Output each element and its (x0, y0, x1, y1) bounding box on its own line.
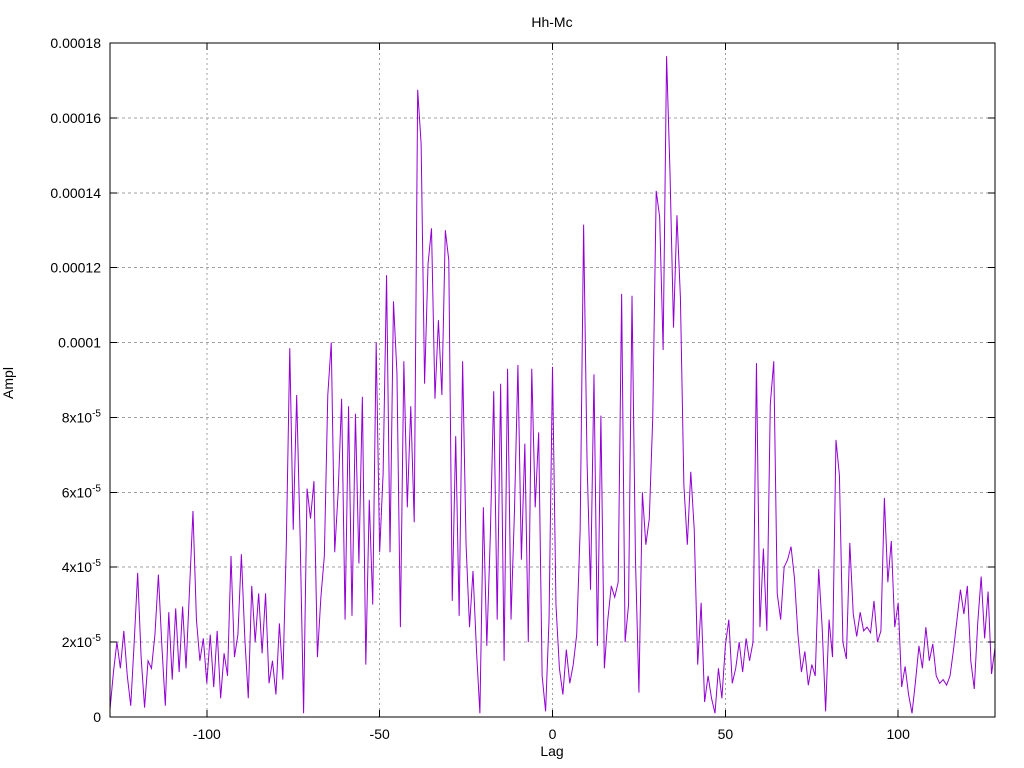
chart-title: Hh-Mc (531, 14, 572, 30)
x-tick-label: -50 (370, 726, 390, 742)
x-tick-labels: -100 -50 0 50 100 (193, 726, 910, 742)
y-tick-label: 0.0001 (58, 335, 101, 351)
y-tick-label: 0 (93, 709, 101, 725)
x-tick-label: 50 (718, 726, 734, 742)
y-tick-label: 0.00014 (50, 185, 101, 201)
x-tick-label: 100 (887, 726, 911, 742)
x-tick-label: -100 (193, 726, 221, 742)
y-tick-label: 0.00016 (50, 110, 101, 126)
data-line (109, 56, 996, 714)
y-tick-label: 4x10-5 (62, 558, 102, 575)
y-tick-labels: 0 2x10-5 4x10-5 6x10-5 8x10-5 0.0001 0.00012 0.… (50, 35, 101, 725)
axis-ticks (110, 42, 995, 718)
y-tick-label: 2x10-5 (62, 633, 102, 650)
y-tick-label: 0.00018 (50, 35, 101, 51)
y-tick-label: 6x10-5 (62, 483, 102, 500)
plot-border (109, 42, 996, 718)
y-tick-label: 0.00012 (50, 260, 101, 276)
y-axis-label: Ampl (0, 367, 16, 399)
y-tick-label: 8x10-5 (62, 408, 102, 425)
x-axis-label: Lag (540, 743, 563, 759)
x-tick-label: 0 (549, 726, 557, 742)
